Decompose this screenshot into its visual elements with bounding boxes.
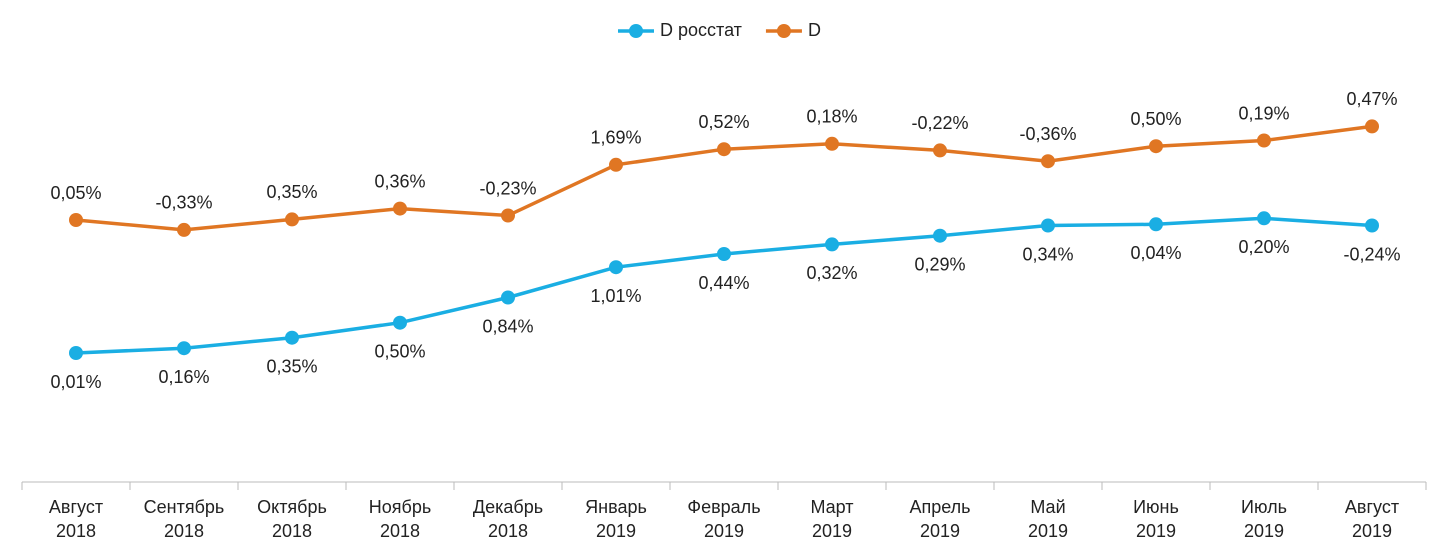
point bbox=[717, 247, 731, 261]
x-tick-line: Ноябрь bbox=[369, 497, 431, 517]
point bbox=[1365, 119, 1379, 134]
x-tick-line: Август bbox=[1345, 497, 1399, 517]
x-tick-line: 2019 bbox=[920, 521, 960, 541]
x-tick-line: Апрель bbox=[909, 497, 970, 517]
data-label: 0,19% bbox=[1238, 103, 1289, 123]
point bbox=[69, 213, 83, 227]
data-label: 0,04% bbox=[1130, 243, 1181, 263]
x-tick-line: 2019 bbox=[596, 521, 636, 541]
point bbox=[285, 330, 299, 345]
x-tick-line: Декабрь bbox=[473, 497, 543, 517]
x-tick-line: 2018 bbox=[488, 521, 528, 541]
data-label: 0,05% bbox=[50, 183, 101, 203]
data-label: -0,33% bbox=[155, 193, 212, 213]
point bbox=[1257, 211, 1271, 226]
x-tick-line: Июль bbox=[1241, 497, 1287, 517]
point bbox=[393, 315, 407, 330]
x-tick-label: Июнь 2019 bbox=[1133, 497, 1179, 541]
series-line bbox=[75, 124, 1373, 232]
point bbox=[69, 346, 83, 360]
point bbox=[1257, 133, 1271, 148]
point bbox=[933, 143, 947, 158]
data-label: 0,52% bbox=[698, 112, 749, 132]
x-tick-line: Октябрь bbox=[257, 497, 327, 517]
x-tick-line: 2019 bbox=[812, 521, 852, 541]
point bbox=[1365, 218, 1379, 233]
data-label: 0,35% bbox=[266, 182, 317, 202]
x-tick-label: Август 2018 bbox=[49, 497, 103, 541]
data-label: 0,20% bbox=[1238, 237, 1289, 257]
x-tick-line: 2018 bbox=[272, 521, 312, 541]
point bbox=[609, 157, 623, 172]
x-tick-label: Май 2019 bbox=[1028, 497, 1068, 541]
point bbox=[717, 142, 731, 157]
data-label: 0,01% bbox=[50, 372, 101, 392]
data-label: 0,34% bbox=[1022, 244, 1073, 264]
x-tick-line: Июнь bbox=[1133, 497, 1179, 517]
x-tick-line: 2018 bbox=[164, 521, 204, 541]
point bbox=[1149, 139, 1163, 154]
data-label: 0,35% bbox=[266, 356, 317, 376]
data-label: -0,22% bbox=[911, 113, 968, 133]
point bbox=[177, 222, 191, 237]
data-label: 0,47% bbox=[1346, 89, 1397, 109]
data-label: -0,23% bbox=[479, 178, 536, 198]
data-label: 0,36% bbox=[374, 171, 425, 191]
x-tick-line: Март bbox=[810, 497, 853, 517]
x-tick-label: Ноябрь 2018 bbox=[369, 497, 431, 541]
legend-marker bbox=[776, 24, 791, 38]
x-tick-label: Апрель 2019 bbox=[909, 497, 970, 541]
point bbox=[933, 228, 947, 243]
x-tick-label: Июль 2019 bbox=[1241, 497, 1287, 541]
x-tick-line: Январь bbox=[585, 497, 647, 517]
data-label: -0,36% bbox=[1019, 124, 1076, 144]
x-tick-line: Август bbox=[49, 497, 103, 517]
x-tick-line: 2019 bbox=[1136, 521, 1176, 541]
x-tick-line: Май bbox=[1030, 497, 1065, 517]
point bbox=[609, 260, 623, 275]
data-label: 0,18% bbox=[806, 107, 857, 127]
point bbox=[177, 341, 191, 356]
x-tick-line: 2019 bbox=[1352, 521, 1392, 541]
x-tick-label: Август 2019 bbox=[1345, 497, 1399, 541]
point bbox=[285, 212, 299, 227]
x-tick-line: Сентябрь bbox=[144, 497, 225, 517]
x-tick-label: Январь 2019 bbox=[585, 497, 647, 541]
x-tick-label: Декабрь 2018 bbox=[473, 497, 543, 541]
x-tick-line: 2018 bbox=[56, 521, 96, 541]
point bbox=[393, 201, 407, 216]
point bbox=[501, 208, 515, 223]
data-label: 0,50% bbox=[374, 341, 425, 361]
legend-label: D росстат bbox=[660, 20, 742, 40]
point bbox=[1041, 154, 1055, 169]
x-tick-line: 2018 bbox=[380, 521, 420, 541]
x-tick-label: Март 2019 bbox=[810, 497, 853, 541]
x-tick-label: Октябрь 2018 bbox=[257, 497, 327, 541]
point bbox=[1149, 217, 1163, 232]
legend-marker bbox=[629, 24, 643, 38]
point bbox=[1041, 218, 1055, 233]
data-label: 0,84% bbox=[482, 316, 533, 336]
x-tick-label: Февраль 2019 bbox=[687, 497, 760, 541]
data-label: 0,32% bbox=[806, 263, 857, 283]
x-tick-line: 2019 bbox=[1244, 521, 1284, 541]
data-label: 0,50% bbox=[1130, 109, 1181, 129]
x-tick-label: Сентябрь 2018 bbox=[144, 497, 225, 541]
point bbox=[825, 136, 839, 151]
data-label: 0,44% bbox=[698, 273, 749, 293]
x-tick-line: 2019 bbox=[1028, 521, 1068, 541]
data-label: 0,16% bbox=[158, 367, 209, 387]
x-tick-line: Февраль bbox=[687, 497, 760, 517]
data-label: -0,24% bbox=[1343, 244, 1400, 264]
legend-label: D bbox=[808, 20, 821, 40]
point bbox=[501, 290, 515, 305]
x-tick-line: 2019 bbox=[704, 521, 744, 541]
data-label: 0,29% bbox=[914, 254, 965, 274]
point bbox=[825, 237, 839, 252]
data-label: 1,69% bbox=[590, 128, 641, 148]
data-label: 1,01% bbox=[590, 286, 641, 306]
